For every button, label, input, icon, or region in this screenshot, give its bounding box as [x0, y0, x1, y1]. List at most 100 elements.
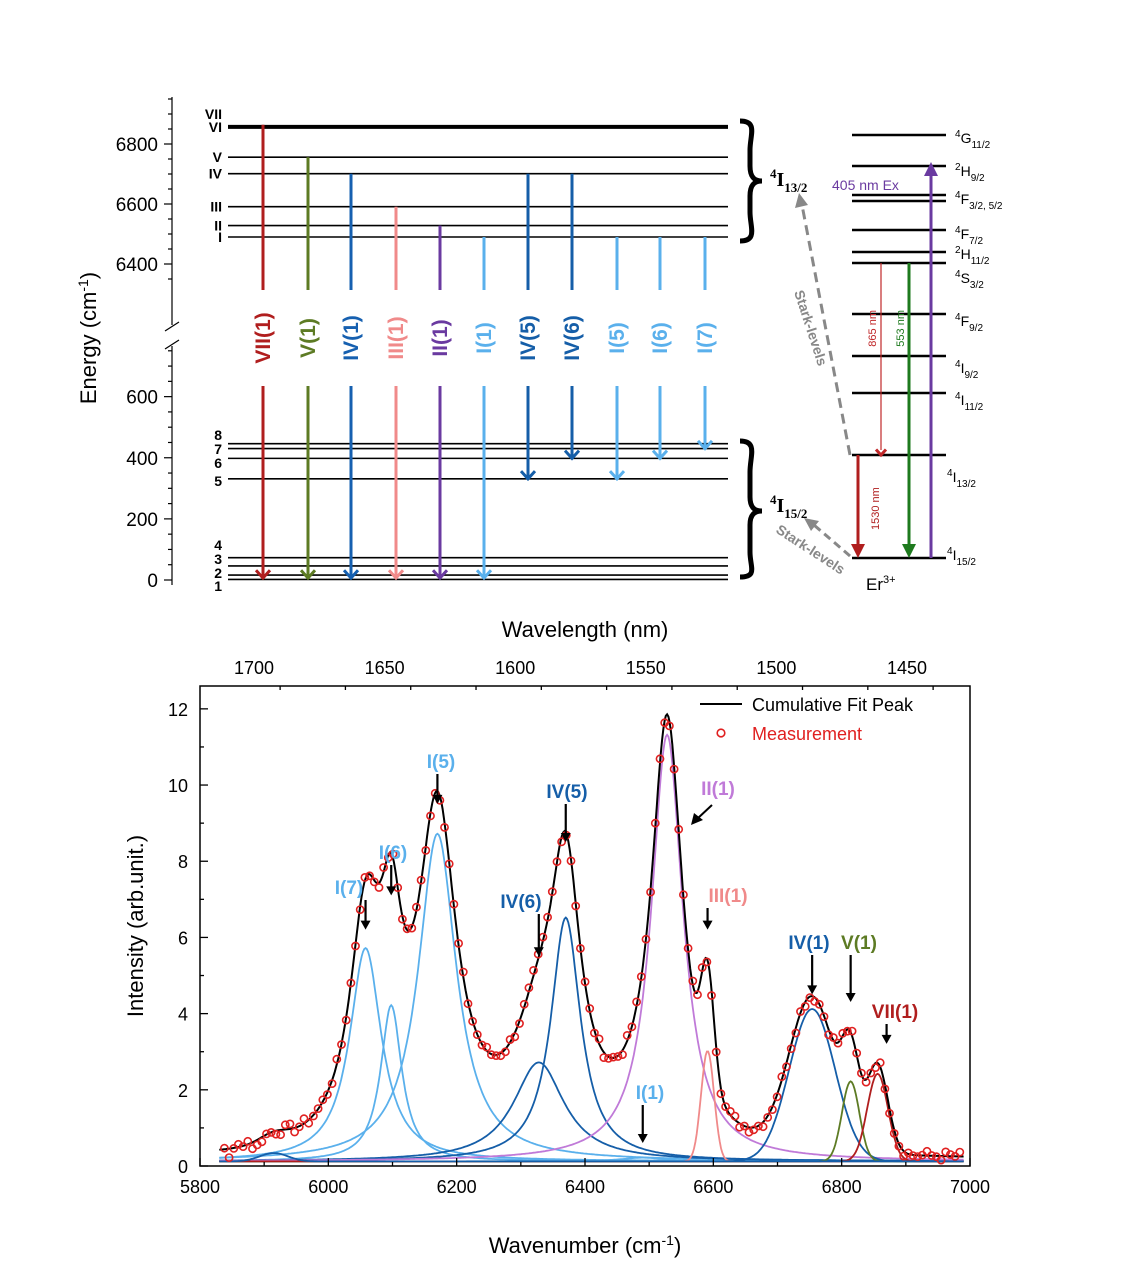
label-sub: 11/2 [964, 402, 983, 413]
measurement-point [308, 1111, 318, 1121]
peak-annotation: II(1) [691, 779, 735, 825]
x2-tick-label: 1500 [756, 658, 796, 678]
measurement-point [351, 941, 360, 951]
measurement-point [735, 1122, 744, 1132]
peak-annotation: IV(5) [546, 782, 588, 842]
measurement-point [838, 1028, 848, 1038]
measurement-point [936, 1155, 946, 1165]
annotation-arrow-head [845, 993, 856, 1002]
lower-level-label: 1 [214, 578, 222, 594]
upper-level-label: I [218, 229, 222, 245]
measurement-point [327, 1079, 337, 1088]
label-sup: 4 [955, 129, 961, 140]
x-tick-label: 6400 [565, 1177, 605, 1197]
transition-arrowhead [608, 470, 626, 482]
transition-arrowhead [342, 569, 360, 581]
measurement-point [754, 1121, 763, 1131]
y-tick-label: 2 [178, 1081, 188, 1101]
axis-break-mark [164, 321, 180, 332]
stark-arrowhead-upper [795, 193, 808, 208]
label-sub: 9/2 [969, 323, 983, 334]
label-sub: 3/2 [970, 280, 984, 291]
measurement-point [697, 963, 707, 972]
measurement-point [674, 824, 684, 834]
measurement-point [744, 1127, 754, 1137]
y-tick-label: 10 [168, 776, 188, 796]
lower-level-label: 3 [214, 551, 222, 567]
x2-tick-label: 1600 [495, 658, 535, 678]
lower-level-label: 5 [214, 473, 222, 489]
measurement-point [369, 877, 379, 887]
measurement-point [580, 977, 590, 987]
annotation-arrow-head [702, 920, 713, 930]
peak-annotation: I(7) [335, 878, 371, 930]
transition-arrowhead [519, 470, 537, 482]
er-level-label: 4I15/2 [947, 546, 976, 568]
measurement-point [772, 1092, 782, 1102]
x-tick-label: 6000 [308, 1177, 348, 1197]
transition-arrow: III(1) [384, 206, 408, 581]
legend-label-fit: Cumulative Fit Peak [752, 695, 914, 715]
measurement-point [374, 883, 384, 892]
measurement-point [847, 1026, 857, 1036]
transition-arrow: IV(5) [516, 173, 540, 482]
x2-tick-label: 1550 [626, 658, 666, 678]
label-sup: 4 [947, 546, 953, 557]
x-title-sup: -1 [662, 1232, 675, 1248]
measurement-point [669, 764, 679, 774]
measurement-point [257, 1137, 267, 1147]
er-level-label: 2H11/2 [955, 245, 990, 267]
stark-arrowhead-lower [804, 518, 819, 531]
peak-annotation: IV(6) [500, 892, 544, 957]
label-gap [560, 290, 584, 386]
measurement-point [852, 1048, 862, 1058]
transition-label: II(1) [429, 319, 452, 356]
measurement-point [290, 1127, 299, 1137]
measurement-point [763, 1113, 773, 1122]
peak-annotation-label: IV(1) [788, 933, 829, 954]
measurement-point [299, 1114, 309, 1124]
label-gap [472, 290, 496, 386]
measurement-point [679, 890, 688, 900]
label-base: F [961, 191, 970, 207]
label-sup: 4 [955, 391, 961, 402]
transition-arrow: IV(6) [560, 173, 584, 461]
label-sup: 4 [955, 269, 961, 280]
annotation-arrow-head [360, 920, 371, 930]
energy-tick-label: 200 [126, 510, 158, 531]
emission-865-head [874, 448, 888, 458]
x-axis-title: Wavenumber (cm-1) [489, 1232, 682, 1258]
fit-peaks [219, 733, 964, 1163]
fit-peak-curve [219, 1050, 964, 1163]
measurement-point [632, 997, 641, 1007]
measurement-point [271, 1129, 281, 1139]
measurement-point [552, 857, 562, 867]
lower-level-label: 8 [214, 427, 222, 443]
label-gap [648, 290, 672, 386]
label-sup: 4 [955, 359, 961, 370]
measurement-point [440, 823, 449, 832]
measurement-point [908, 1151, 918, 1160]
measurement-point [416, 875, 426, 885]
label-base: I [953, 547, 957, 563]
label-sub: 3/2, 5/2 [969, 201, 1003, 212]
measurement-point [655, 754, 665, 764]
lower-level-label: 4 [214, 537, 222, 553]
measurement-point [590, 1028, 599, 1038]
label-sup: 2 [955, 162, 961, 173]
label-gap [339, 290, 363, 386]
measurement-point [786, 1044, 796, 1053]
measurement-point [566, 856, 576, 866]
measurement-point [510, 1032, 520, 1042]
transition-arrows: VII(1) V(1) IV(1) III(1) II(1) I(1) IV(5) IV(6)… [251, 124, 717, 581]
measurement-point [365, 871, 374, 881]
measurement-point [388, 849, 398, 859]
x-title-end: ) [674, 1233, 681, 1258]
peak-annotation: III(1) [702, 886, 748, 930]
measurement-point [885, 1108, 894, 1118]
measurement-point [730, 1111, 740, 1121]
measurement-point [515, 1019, 524, 1028]
measurement-point [665, 721, 674, 731]
measurement-point [857, 1068, 866, 1078]
